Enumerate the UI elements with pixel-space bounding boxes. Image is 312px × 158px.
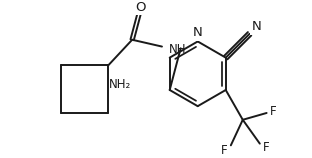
Text: NH₂: NH₂ xyxy=(109,78,131,91)
Text: NH: NH xyxy=(169,43,186,56)
Text: N: N xyxy=(251,21,261,33)
Text: F: F xyxy=(263,140,270,154)
Text: N: N xyxy=(193,26,202,40)
Text: F: F xyxy=(221,144,227,157)
Text: O: O xyxy=(135,1,146,14)
Text: F: F xyxy=(270,105,277,118)
